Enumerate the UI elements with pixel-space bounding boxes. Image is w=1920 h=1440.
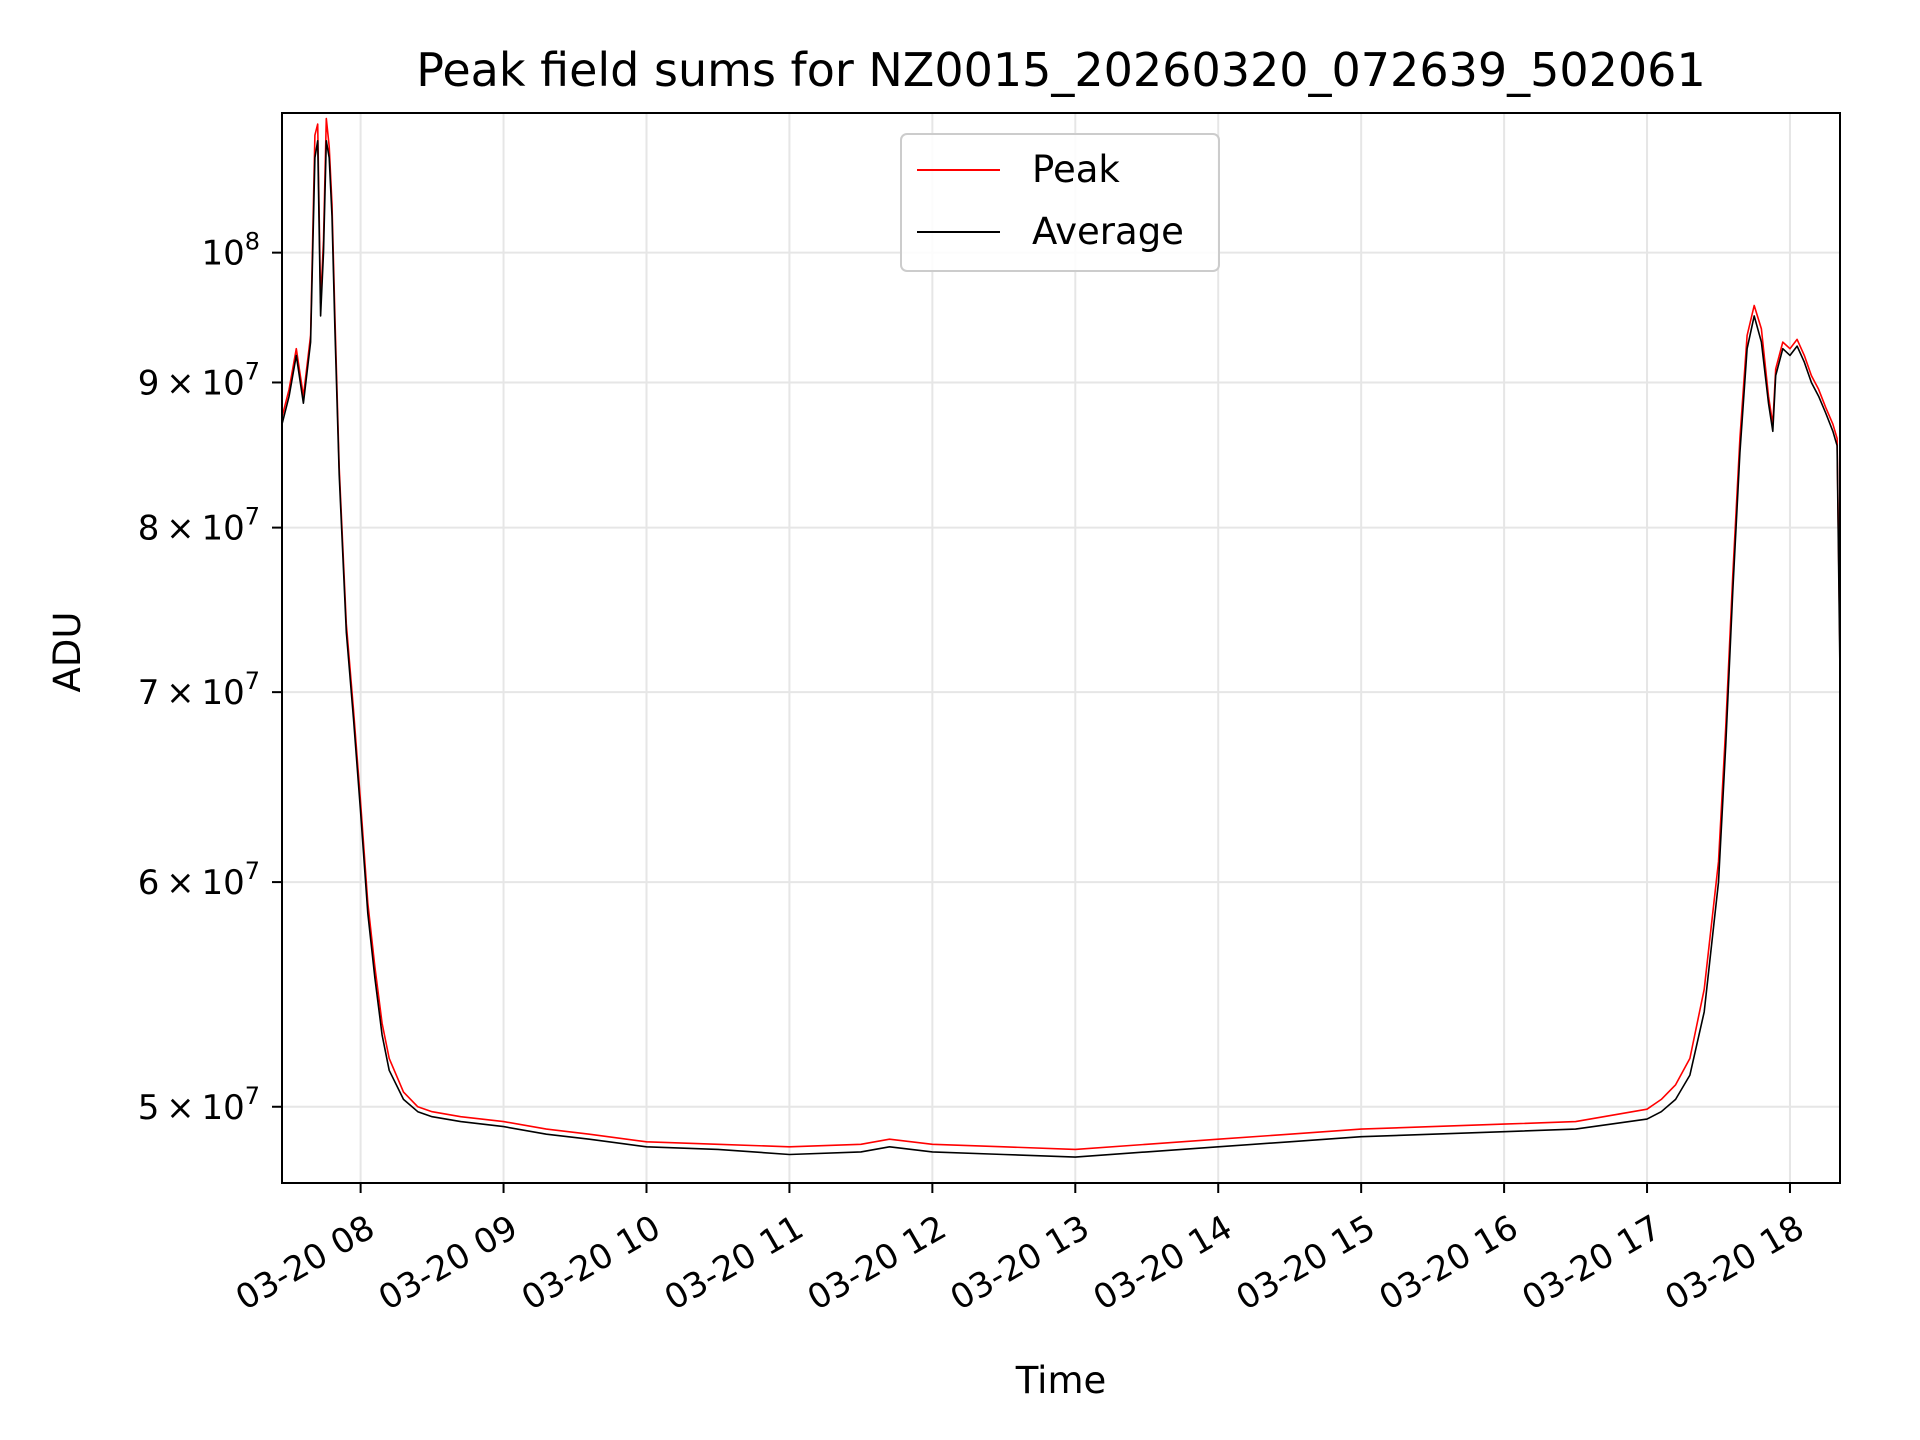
legend-label-average: Average xyxy=(1032,210,1184,253)
legend-box xyxy=(900,133,1220,272)
y-tick-label: 5 × 107 xyxy=(138,1082,260,1128)
y-axis: 5 × 107 6 × 107 7 × 107 8 × 107 9 × 107 108 xyxy=(138,228,282,1128)
y-tick-label: 7 × 107 xyxy=(138,667,260,713)
plot-frame xyxy=(281,112,1841,1184)
y-axis-label: ADU xyxy=(46,612,89,693)
y-tick-label: 108 xyxy=(201,228,260,274)
plot-area xyxy=(281,117,1841,1158)
y-tick-label: 8 × 107 xyxy=(138,503,260,549)
legend: Peak Average xyxy=(900,133,1220,272)
legend-label-peak: Peak xyxy=(1032,148,1120,191)
series-line-average xyxy=(281,140,1841,1158)
chart-title: Peak field sums for NZ0015_20260320_0726… xyxy=(416,43,1705,97)
gridlines xyxy=(282,113,1840,1183)
y-tick-label: 9 × 107 xyxy=(138,357,260,403)
x-axis-label: Time xyxy=(1015,1359,1107,1402)
y-tick-label: 6 × 107 xyxy=(138,857,260,903)
